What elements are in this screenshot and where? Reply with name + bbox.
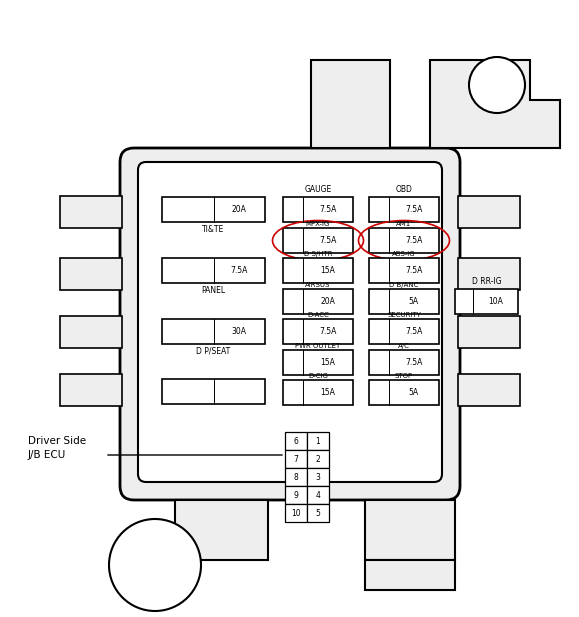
Text: 4: 4 [316, 491, 320, 500]
Text: PANEL: PANEL [201, 286, 226, 295]
Bar [60, 258, 122, 290]
Bar [162, 319, 265, 344]
Bar [369, 380, 439, 405]
Bar [283, 350, 353, 375]
Bar [307, 486, 329, 504]
Bar [175, 500, 268, 560]
Text: 9: 9 [294, 491, 298, 500]
Text: 7.5A: 7.5A [319, 327, 336, 336]
Text: 7.5A: 7.5A [405, 236, 423, 245]
Bar [307, 504, 329, 522]
Bar [283, 197, 353, 222]
Text: PWR OUTLET: PWR OUTLET [295, 343, 340, 349]
Text: 20A: 20A [232, 205, 247, 214]
Text: TI&TE: TI&TE [203, 225, 225, 234]
Text: 5: 5 [316, 508, 320, 518]
Text: 5A: 5A [409, 297, 419, 306]
Text: 20A: 20A [320, 297, 335, 306]
Bar [458, 374, 520, 406]
Bar [458, 316, 520, 348]
Bar [162, 258, 265, 283]
Text: OBD: OBD [395, 185, 412, 194]
Bar [285, 468, 307, 486]
Text: 7: 7 [294, 455, 298, 463]
Bar [283, 258, 353, 283]
Circle shape [469, 57, 525, 113]
Text: GAUGE: GAUGE [305, 185, 332, 194]
Text: 8: 8 [294, 473, 298, 481]
Text: AM1: AM1 [397, 221, 412, 227]
Text: A/C: A/C [398, 343, 410, 349]
Bar [369, 289, 439, 314]
Text: 7.5A: 7.5A [405, 327, 423, 336]
Bar [365, 500, 455, 560]
Bar [369, 197, 439, 222]
Text: MPX-IG: MPX-IG [306, 221, 330, 227]
Text: 7.5A: 7.5A [405, 266, 423, 275]
Bar [285, 450, 307, 468]
Bar [369, 350, 439, 375]
Polygon shape [430, 60, 560, 148]
Text: STOP: STOP [395, 373, 413, 379]
Text: 1: 1 [316, 436, 320, 445]
Circle shape [109, 519, 201, 611]
Bar [369, 258, 439, 283]
Bar [455, 289, 518, 314]
Text: ABS-IG: ABS-IG [392, 251, 416, 257]
Text: D-ACC: D-ACC [307, 312, 329, 318]
Bar [60, 316, 122, 348]
Bar [365, 560, 455, 590]
Bar [307, 432, 329, 450]
FancyBboxPatch shape [120, 148, 460, 500]
Text: 30A: 30A [232, 327, 247, 336]
Text: D RR-IG: D RR-IG [472, 277, 501, 286]
Text: 5A: 5A [409, 388, 419, 397]
Text: 10: 10 [291, 508, 301, 518]
Text: D B/ANC: D B/ANC [389, 282, 419, 288]
Bar [458, 196, 520, 228]
Bar [369, 228, 439, 253]
Bar [162, 197, 265, 222]
Text: 15A: 15A [320, 266, 335, 275]
Text: Driver Side
J/B ECU: Driver Side J/B ECU [28, 436, 86, 460]
Text: 15A: 15A [320, 388, 335, 397]
Text: D S/HTR: D S/HTR [304, 251, 332, 257]
Bar [283, 319, 353, 344]
Bar [307, 468, 329, 486]
Bar [283, 228, 353, 253]
Text: SECURITY: SECURITY [387, 312, 421, 318]
Bar [285, 432, 307, 450]
Bar [60, 196, 122, 228]
Text: 6: 6 [294, 436, 298, 445]
FancyBboxPatch shape [138, 162, 442, 482]
Text: AIRSUS: AIRSUS [305, 282, 331, 288]
Text: 15A: 15A [320, 358, 335, 367]
Text: 2: 2 [316, 455, 320, 463]
Bar [162, 379, 265, 404]
Text: 7.5A: 7.5A [405, 358, 423, 367]
Bar [285, 504, 307, 522]
Bar [307, 450, 329, 468]
Bar [283, 380, 353, 405]
Text: 3: 3 [316, 473, 320, 481]
Bar [60, 374, 122, 406]
Bar [458, 258, 520, 290]
Text: D-CIG: D-CIG [308, 373, 328, 379]
Text: 7.5A: 7.5A [405, 205, 423, 214]
Text: 10A: 10A [488, 297, 503, 306]
Bar [369, 319, 439, 344]
Text: 7.5A: 7.5A [319, 236, 336, 245]
Text: D P/SEAT: D P/SEAT [196, 347, 230, 356]
Bar [311, 60, 390, 148]
Bar [283, 289, 353, 314]
Text: 7.5A: 7.5A [319, 205, 336, 214]
Bar [285, 486, 307, 504]
Text: 7.5A: 7.5A [230, 266, 248, 275]
